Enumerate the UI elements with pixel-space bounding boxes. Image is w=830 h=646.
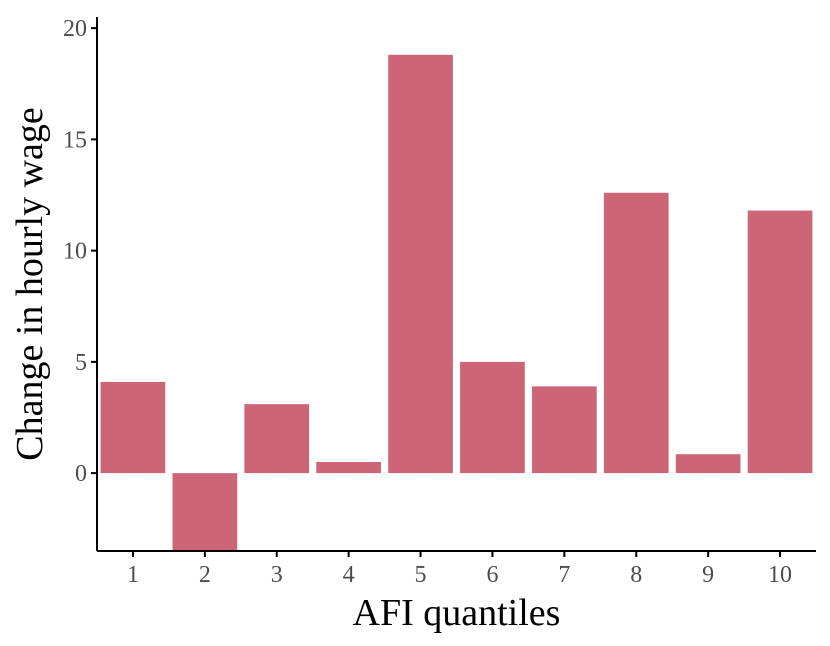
bar-2 [172,473,238,551]
y-tick-label: 20 [63,16,87,42]
x-tick-label: 6 [486,562,498,588]
bar-5 [388,54,453,474]
x-tick-label: 4 [343,562,355,588]
x-tick-label: 1 [127,562,139,588]
y-tick-label: 0 [75,461,87,487]
y-tick-label: 15 [63,127,87,153]
bar-10 [747,210,813,474]
bar-3 [244,404,310,474]
x-tick-label: 5 [415,562,427,588]
x-tick-label: 7 [558,562,570,588]
bar-9 [675,454,741,474]
bars-group [100,54,813,551]
y-ticks-group: 0 5 10 15 20 [63,16,97,487]
x-axis-title: AFI quantiles [353,592,561,634]
y-axis-title: Change in hourly wage [9,107,51,461]
axes-group [96,17,816,552]
x-ticks-group: 1 2 3 4 5 6 7 8 9 10 [127,551,792,588]
x-tick-label: 8 [630,562,642,588]
bar-7 [531,386,597,474]
y-tick-label: 10 [63,239,87,265]
x-tick-label: 2 [199,562,211,588]
bar-8 [603,192,669,474]
y-tick-label: 5 [75,350,87,376]
bar-6 [460,361,525,474]
x-tick-label: 10 [768,562,792,588]
bar-4 [316,462,382,474]
x-tick-label: 9 [702,562,714,588]
bar-1 [100,381,166,474]
x-tick-label: 3 [271,562,283,588]
